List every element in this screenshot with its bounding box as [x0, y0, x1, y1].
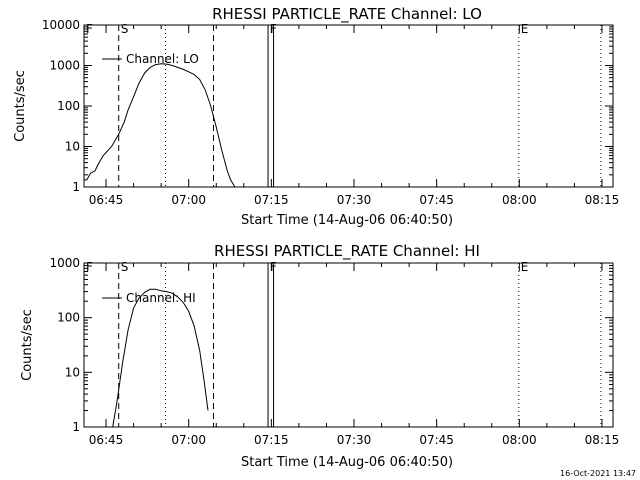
event-marker-label: F	[86, 22, 93, 36]
x-tick-label: 08:00	[502, 193, 537, 207]
x-tick-label: 07:00	[171, 433, 206, 447]
y-tick-labels-lo: 1 10 100 1000 10000	[42, 18, 80, 194]
axis-ticks-hi	[84, 262, 613, 428]
event-marker-label: F	[86, 260, 93, 274]
panel-hi: RHESSI PARTICLE_RATE Channel: HI FSFE 11…	[20, 242, 619, 470]
event-marker-label: E	[521, 260, 529, 274]
render-timestamp: 16-Oct-2021 13:47	[560, 469, 636, 478]
plot-frame-hi	[83, 262, 614, 428]
event-markers-hi: FSFE	[83, 260, 602, 427]
y-tick-labels-hi: 1 10 100 1000	[49, 256, 80, 434]
x-axis-label-hi: Start Time (14-Aug-06 06:40:50)	[241, 455, 453, 470]
x-tick-label: 07:30	[337, 433, 372, 447]
legend-lo: Channel: LO	[102, 52, 199, 66]
x-tick-label: 08:15	[585, 433, 620, 447]
event-marker-label: S	[121, 22, 129, 36]
y-tick-label: 10	[65, 140, 80, 154]
legend-hi: Channel: HI	[102, 291, 196, 305]
x-tick-labels-lo: 06:45 07:00 07:15 07:30 07:45 08:00 08:15	[89, 193, 620, 207]
legend-label-hi: Channel: HI	[126, 291, 196, 305]
x-tick-label: 07:00	[171, 193, 206, 207]
x-axis-label-lo: Start Time (14-Aug-06 06:40:50)	[241, 213, 453, 228]
y-tick-label: 1000	[49, 59, 80, 73]
x-tick-label: 07:15	[254, 193, 289, 207]
series-line-hi	[112, 288, 209, 428]
x-tick-label: 07:30	[337, 193, 372, 207]
chart-title-lo: RHESSI PARTICLE_RATE Channel: LO	[212, 5, 482, 24]
y-tick-label: 1000	[49, 256, 80, 270]
x-tick-label: 06:45	[89, 193, 124, 207]
x-tick-label: 07:45	[419, 193, 454, 207]
x-tick-label: 07:45	[419, 433, 454, 447]
event-marker-label: E	[521, 22, 529, 36]
series-line-lo	[84, 63, 236, 188]
y-tick-label: 1	[72, 180, 80, 194]
x-tick-labels-hi: 06:45 07:00 07:15 07:30 07:45 08:00 08:15	[89, 433, 620, 447]
chart-title-hi: RHESSI PARTICLE_RATE Channel: HI	[214, 242, 480, 261]
y-tick-label: 100	[57, 99, 80, 113]
y-tick-label: 100	[57, 311, 80, 325]
y-tick-label: 10000	[42, 18, 80, 32]
y-tick-label: 10	[65, 365, 80, 379]
legend-label-lo: Channel: LO	[126, 52, 199, 66]
y-axis-label-hi: Counts/sec	[20, 309, 35, 381]
x-tick-label: 06:45	[89, 433, 124, 447]
axis-ticks-lo	[84, 24, 613, 188]
y-axis-label-lo: Counts/sec	[13, 70, 28, 142]
x-tick-label: 07:15	[254, 433, 289, 447]
event-marker-label: S	[121, 260, 129, 274]
y-tick-label: 1	[72, 420, 80, 434]
panel-lo: RHESSI PARTICLE_RATE Channel: LO FSFE 11…	[13, 5, 619, 228]
x-tick-label: 08:15	[585, 193, 620, 207]
x-tick-label: 08:00	[502, 433, 537, 447]
